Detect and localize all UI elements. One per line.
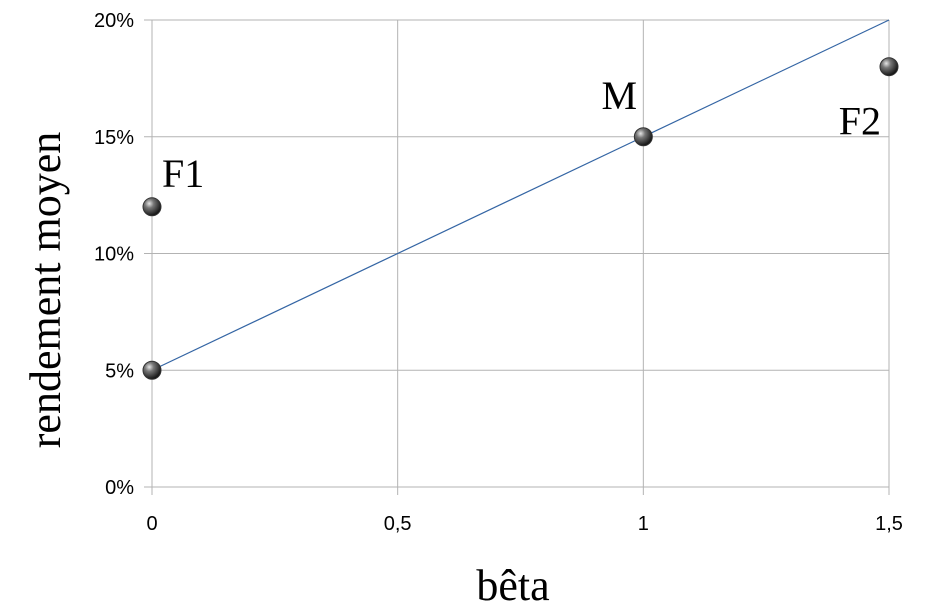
line-segment bbox=[151, 19, 890, 371]
data-point bbox=[879, 57, 899, 77]
point-labels: F1 M F2 bbox=[162, 73, 881, 196]
regression-line bbox=[151, 19, 890, 371]
x-tick-label: 1 bbox=[638, 513, 649, 535]
x-tick-label: 0 bbox=[146, 513, 157, 535]
y-tick-label: 0% bbox=[105, 477, 134, 499]
tick-labels: 0% 5% 10% 15% 20% 0 0,5 1 1,5 bbox=[94, 10, 903, 535]
data-point bbox=[142, 360, 162, 380]
y-tick-label: 20% bbox=[94, 10, 134, 32]
grid bbox=[144, 19, 890, 495]
y-tick-label: 5% bbox=[105, 360, 134, 382]
point-label: M bbox=[602, 73, 638, 118]
y-axis-title: rendement moyen bbox=[21, 132, 70, 448]
y-tick-label: 10% bbox=[94, 244, 134, 266]
point-label: F2 bbox=[839, 99, 881, 144]
x-tick-label: 0,5 bbox=[384, 513, 412, 535]
data-points bbox=[142, 57, 899, 380]
data-point bbox=[142, 197, 162, 217]
x-tick-label: 1,5 bbox=[875, 513, 903, 535]
point-label: F1 bbox=[162, 151, 204, 196]
data-point bbox=[633, 127, 653, 147]
x-axis-title: bêta bbox=[476, 561, 549, 606]
y-tick-label: 15% bbox=[94, 127, 134, 149]
